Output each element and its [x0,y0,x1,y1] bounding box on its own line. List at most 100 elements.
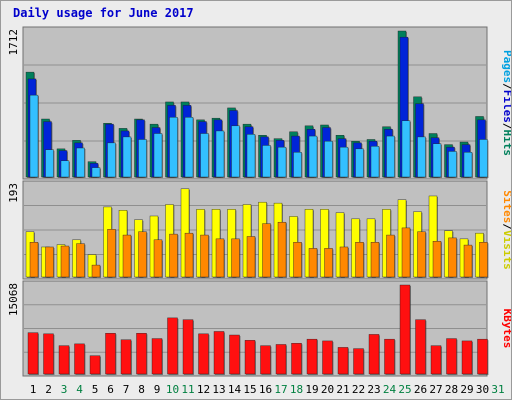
legend-visits-sites-part: / [501,223,511,230]
pages-bar [262,145,271,178]
pages-bar [386,135,395,178]
pages-bar [432,143,442,178]
sites-bar [246,236,256,278]
sites-bar [122,234,132,278]
x-day-label: 1 [30,383,37,396]
sites-bar [417,231,426,278]
pages-bar [184,117,194,178]
sites-bar [386,234,395,278]
kbytes-bar [384,338,395,375]
kbytes-bar [291,343,302,375]
kbytes-bar [27,332,39,375]
kbytes-bar [322,340,333,375]
x-day-label: 21 [336,383,349,396]
sites-bar [262,223,271,278]
kbytes-bar [306,338,318,375]
x-day-label: 24 [383,383,397,396]
x-day-label: 29 [460,383,473,396]
kbytes-bar [198,333,209,375]
pages-bar [45,149,54,178]
pages-bar [463,152,473,178]
sites-bar [448,237,457,278]
kbytes-bar [275,344,287,375]
x-day-label: 8 [138,383,145,396]
kbytes-bar [229,334,240,375]
legend-hits-files-pages-part: Hits [501,130,511,157]
chart-title: Daily usage for June 2017 [13,6,194,20]
kbytes-bar [399,284,411,375]
pages-bar [355,148,364,178]
pages-bar [401,120,411,178]
sites-bar [76,243,85,278]
x-day-label: 14 [228,383,242,396]
legend-hits-files-pages-part: / [501,83,511,90]
pages-bar [91,167,101,178]
pages-bar [448,151,457,178]
sites-bar [215,238,225,278]
kbytes-bar [368,334,380,375]
kbytes-bar [244,340,256,375]
kbytes-bar [58,345,70,375]
kbytes-bar [74,343,85,375]
kbytes-bar [337,347,349,375]
x-day-label: 20 [321,383,334,396]
pages-bar [277,146,287,178]
x-day-label: 7 [123,383,130,396]
x-day-label: 6 [107,383,114,396]
kbytes-bar [120,339,132,375]
sites-bar [324,248,333,278]
pages-bar [324,140,333,178]
pages-bar [107,142,116,178]
x-day-label: 2 [45,383,52,396]
y-max-label: 15068 [7,283,20,316]
pages-bar [246,134,256,178]
pages-bar [153,133,163,178]
kbytes-bar [260,345,271,375]
legend-visits-sites-part: Sites [501,190,511,223]
kbytes-bar [415,319,426,375]
kbytes-bar [151,338,163,375]
sites-bar [231,238,240,278]
x-day-label: 30 [476,383,489,396]
legend-kbytes-part: KBytes [501,309,511,349]
legend-hits-files-pages: Pages/Files/Hits [501,50,511,156]
x-day-label: 17 [274,383,287,396]
pages-bar [29,94,39,178]
sites-bar [339,246,349,278]
legend-kbytes: KBytes [501,309,511,349]
x-day-label: 22 [352,383,365,396]
sites-bar [107,229,116,278]
kbytes-bar [430,345,442,375]
x-day-label: 28 [445,383,458,396]
pages-bar [293,152,302,178]
sites-bar [138,231,147,278]
x-day-label: 27 [429,383,442,396]
kbytes-bar [446,338,457,375]
kbytes-bar [477,338,488,375]
pages-bar [479,139,488,178]
sites-bar [293,242,302,278]
kbytes-bar [136,333,147,375]
sites-bar [401,227,411,278]
x-day-label: 16 [259,383,272,396]
x-day-label: 19 [305,383,318,396]
kbytes-bar [461,340,473,375]
y-max-label: 1712 [7,29,20,56]
sites-bar [308,248,318,278]
sites-bar [277,221,287,278]
x-day-label: 31 [491,383,504,396]
kbytes-bar [353,348,364,375]
sites-bar [91,264,101,278]
kbytes-bar [89,355,101,375]
x-day-label: 9 [154,383,161,396]
sites-bar [432,241,442,278]
x-day-label: 25 [398,383,411,396]
sites-bar [463,244,473,278]
pages-bar [76,147,85,178]
sites-bar [200,234,209,278]
sites-bar [60,245,70,278]
pages-bar [231,125,240,178]
sites-bar [184,232,194,278]
sites-bar [370,242,380,278]
